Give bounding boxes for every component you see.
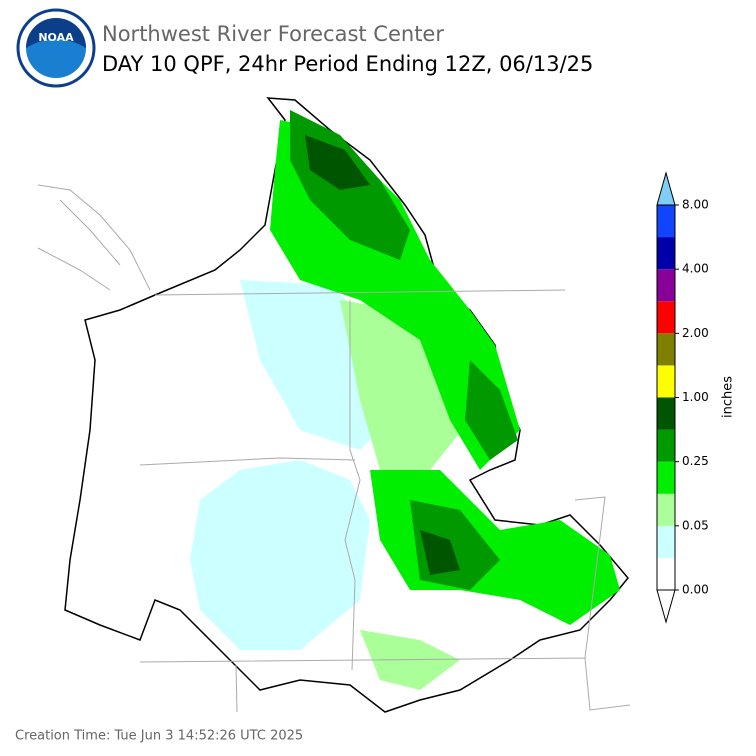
logo-text: NOAA (38, 31, 74, 44)
colorbar-tick-label: 0.25 (682, 454, 709, 468)
colorbar-segment (657, 557, 675, 590)
colorbar-tick-label: 4.00 (682, 262, 709, 276)
colorbar-segment (657, 205, 675, 238)
colorbar-segment (657, 397, 675, 430)
colorbar-segment (657, 333, 675, 366)
subtitle: DAY 10 QPF, 24hr Period Ending 12Z, 06/1… (102, 52, 593, 76)
colorbar-segment (657, 493, 675, 526)
colorbar-tick-label: 2.00 (682, 326, 709, 340)
colorbar-tick-label: 0.00 (682, 583, 709, 597)
colorbar-segment (657, 525, 675, 558)
map (37, 97, 631, 713)
colorbar-label: inches (721, 376, 736, 418)
colorbar-segment (657, 237, 675, 270)
colorbar-segment (657, 365, 675, 398)
colorbar-over (656, 171, 676, 206)
colorbar: 0.00 0.05 0.25 1.00 2.00 4.00 8.00 (656, 171, 709, 624)
creation-time: Creation Time: Tue Jun 3 14:52:26 UTC 20… (15, 729, 303, 744)
colorbar-tick-label: 0.05 (682, 518, 709, 532)
colorbar-tick-label: 8.00 (682, 198, 709, 212)
colorbar-under (656, 589, 676, 624)
noaa-logo: NOAA (16, 8, 96, 88)
title: Northwest River Forecast Center (102, 22, 444, 46)
colorbar-segment (657, 461, 675, 494)
colorbar-segment (657, 301, 675, 334)
colorbar-segment (657, 429, 675, 462)
colorbar-tick-label: 1.00 (682, 390, 709, 404)
colorbar-segment (657, 269, 675, 302)
